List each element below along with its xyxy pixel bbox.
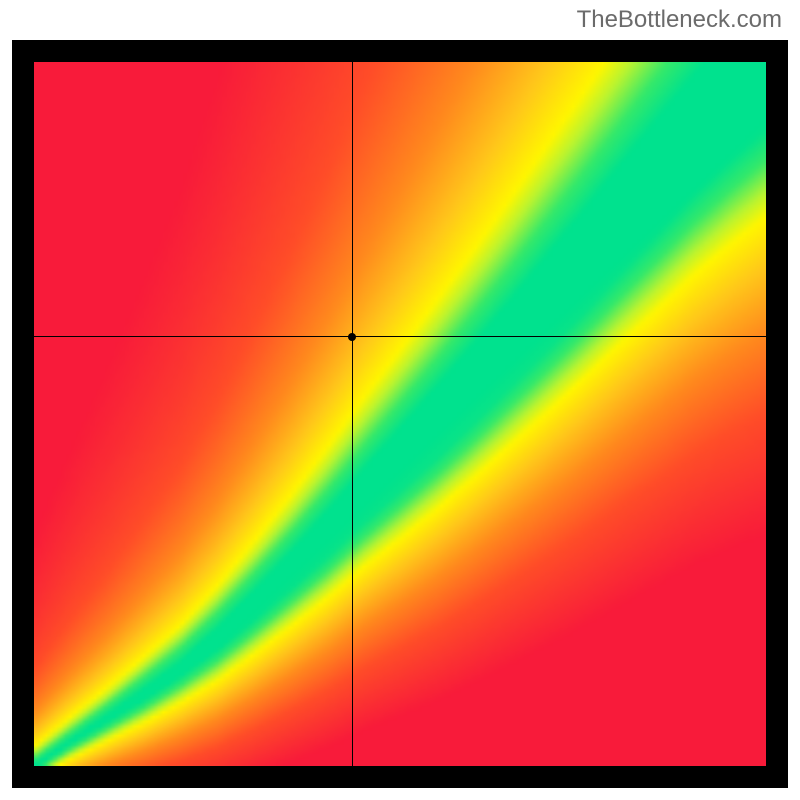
crosshair-vertical	[352, 62, 353, 766]
bottleneck-heatmap	[12, 40, 788, 788]
heatmap-canvas	[34, 62, 766, 766]
watermark-text: TheBottleneck.com	[577, 6, 782, 34]
crosshair-marker	[348, 333, 356, 341]
crosshair-horizontal	[34, 336, 766, 337]
